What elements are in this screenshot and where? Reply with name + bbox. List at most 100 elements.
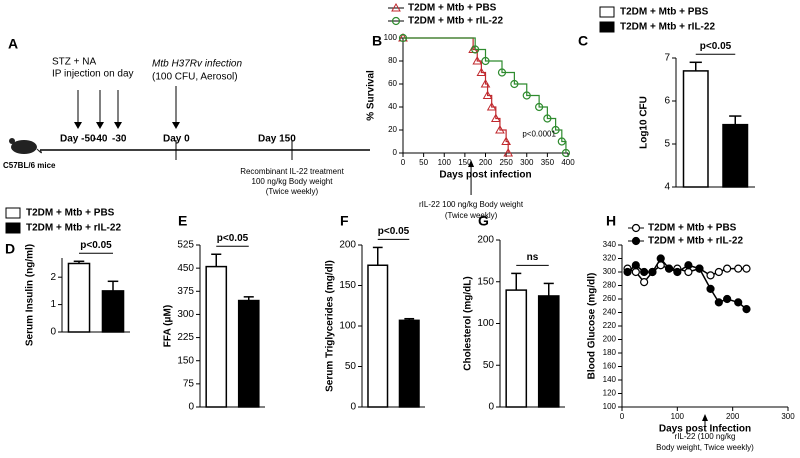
point [714,298,723,307]
legend-label: T2DM + Mtb + PBS [648,223,737,234]
y-axis-label: % Survival [366,70,377,121]
point [503,147,514,157]
y-tick-label: 20 [388,125,397,134]
x-tick-label: 350 [541,158,555,167]
y-tick-label: 150 [339,280,356,291]
legend-marker [391,2,401,12]
point [472,55,483,65]
legend-label: T2DM + Mtb + rIL-22 [620,22,715,33]
timeline-day: Day 150 [258,134,296,145]
note-arrow-head [702,414,708,421]
x-tick-label: 300 [781,412,795,421]
y-tick-label: 200 [339,240,356,251]
point [561,148,571,158]
annotation: p<0.05 [378,226,410,237]
timeline-day: -40 [93,134,108,145]
point [490,113,501,122]
point [543,114,552,123]
legend-marker [391,16,401,26]
timeline-day: Day -50 [60,134,96,145]
point [476,67,487,76]
x-tick-label: 100 [671,412,685,421]
y-tick-label: 100 [477,318,494,329]
y-tick-label: 180 [603,348,617,357]
point [734,264,743,273]
timeline-day: -30 [112,134,127,145]
annotation: p<0.0001 [522,130,556,139]
note-text: Body weight, Twice weekly) [656,443,754,452]
y-tick-label: 2 [50,272,56,283]
x-tick-label: 150 [458,158,472,167]
bar [101,290,125,333]
annotation: ns [527,252,539,263]
point [684,267,693,277]
y-tick-label: 40 [388,102,397,111]
y-tick-label: 0 [50,327,56,338]
x-tick-label: 50 [419,158,428,167]
y-tick-label: 200 [477,235,494,246]
y-tick-label: 0 [188,402,194,413]
bar [682,70,709,188]
legend-swatch [599,6,615,18]
y-tick-label: 50 [483,360,495,371]
y-axis-label: Log10 CFU [639,96,650,149]
point [673,267,682,277]
point [522,91,531,100]
point [482,90,493,99]
y-tick-label: 450 [177,263,194,274]
y-tick-label: 60 [388,79,397,88]
bar [505,289,528,408]
y-tick-label: 340 [603,240,617,249]
point [623,267,632,277]
y-tick-label: 200 [603,335,617,344]
x-tick-label: 300 [520,158,534,167]
panel-a: A STZ + NA IP injection on day Mtb H37Rv… [3,36,370,196]
timeline-text: IP injection on day [52,69,134,80]
timeline-text: STZ + NA [52,57,97,68]
note-arrow-head [468,160,475,167]
point [723,264,732,273]
y-tick-label: 0 [350,402,356,413]
y-tick-label: 280 [603,281,617,290]
x-tick-label: 0 [620,412,625,421]
point [398,33,408,43]
panel-label: E [178,213,187,229]
mouse-tail [36,148,42,154]
y-tick-label: 1 [50,299,56,310]
bar [237,299,260,408]
point [495,124,505,134]
y-tick-label: 5 [664,139,670,150]
y-tick-label: 4 [664,182,670,193]
legend-swatch [599,21,615,33]
note-text: (Twice weekly) [445,211,498,220]
legend-label: T2DM + Mtb + rIL-22 [648,236,743,247]
y-tick-label: 300 [603,267,617,276]
panel-label: B [372,33,382,49]
y-tick-label: 80 [388,56,397,65]
y-tick-label: 225 [177,332,194,343]
point [664,264,674,273]
point [497,68,507,77]
y-axis-label: Blood Glucose (mg/dl) [587,273,598,380]
point [706,284,715,293]
legend-label: T2DM + Mtb + rIL-22 [408,16,503,27]
point [501,136,511,145]
point [486,101,497,111]
annotation: p<0.05 [217,233,249,244]
y-tick-label: 320 [603,254,617,263]
y-tick-label: 120 [603,389,617,398]
note-text: rIL-22 100 ng/kg Body weight [419,200,524,209]
point [640,278,649,287]
point [535,102,544,112]
y-tick-label: 75 [183,378,195,389]
y-axis-label: FFA (μM) [163,305,174,347]
bar [205,265,228,408]
survival-step [403,37,509,153]
y-tick-label: 160 [603,362,617,371]
bar [722,123,749,188]
panel-label: H [606,213,616,229]
x-axis-label: Days post infection [439,170,531,181]
legend-swatch [5,222,21,234]
y-axis-label: Serum Triglycerides (mg/dl) [325,260,336,392]
point [640,267,649,277]
